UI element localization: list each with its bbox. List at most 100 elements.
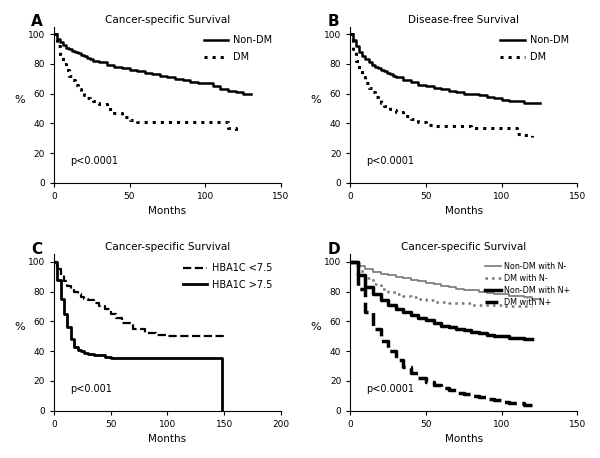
DM with N- (415, 296, 422, 302)
DM (217, 119, 224, 125)
Non-DM with N+ (521, 336, 528, 342)
DM (407, 116, 415, 122)
DM with N+ (407, 371, 415, 376)
DM with N+ (521, 402, 528, 407)
Text: B: B (328, 14, 339, 29)
HBA1C >7.5 (53, 277, 61, 283)
HBA1C <7.5 (101, 306, 109, 312)
Non-DM with N+ (347, 259, 354, 265)
DM with N- (521, 304, 528, 309)
DM with N+ (460, 392, 467, 397)
Non-DM (202, 81, 209, 86)
Text: p<0.0001: p<0.0001 (70, 156, 118, 166)
Non-DM (126, 67, 133, 73)
Non-DM with N- (514, 293, 521, 299)
HBA1C <7.5 (81, 296, 88, 302)
Legend: Non-DM, DM: Non-DM, DM (200, 32, 276, 66)
Non-DM (71, 49, 79, 55)
DM (460, 124, 467, 129)
DM (149, 119, 156, 125)
DM with N- (407, 294, 415, 300)
HBA1C <7.5 (90, 300, 97, 306)
DM (422, 122, 430, 128)
HBA1C >7.5 (50, 259, 58, 265)
Non-DM (232, 89, 239, 95)
DM with N+ (400, 365, 407, 370)
DM (80, 93, 88, 98)
Non-DM (62, 45, 70, 50)
Non-DM with N- (437, 283, 445, 289)
HBA1C <7.5 (61, 278, 68, 284)
Non-DM with N- (362, 267, 369, 272)
DM with N+ (529, 402, 536, 407)
HBA1C <7.5 (95, 304, 103, 309)
DM with N- (377, 286, 384, 291)
Non-DM (453, 89, 460, 95)
HBA1C >7.5 (64, 324, 71, 330)
DM (232, 128, 239, 134)
DM with N- (347, 259, 354, 265)
DM (224, 125, 232, 131)
Non-DM (141, 70, 148, 76)
Non-DM with N+ (407, 312, 415, 318)
Non-DM (383, 70, 390, 76)
Non-DM (445, 88, 452, 93)
Non-DM (365, 60, 372, 65)
Non-DM (74, 51, 82, 56)
Non-DM with N- (521, 294, 528, 300)
Non-DM (50, 32, 58, 37)
Line: DM with N-: DM with N- (350, 262, 532, 306)
DM (400, 113, 407, 119)
Non-DM with N- (400, 275, 407, 281)
Non-DM (209, 83, 217, 89)
Non-DM with N+ (506, 335, 513, 340)
HBA1C <7.5 (71, 289, 78, 294)
Y-axis label: %: % (310, 95, 321, 105)
Non-DM (460, 91, 467, 96)
Non-DM (362, 57, 369, 62)
Non-DM (491, 95, 498, 101)
DM with N- (422, 298, 430, 303)
DM (356, 67, 363, 73)
Non-DM (77, 52, 85, 58)
Text: C: C (31, 242, 42, 257)
Line: HBA1C <7.5: HBA1C <7.5 (54, 262, 224, 336)
HBA1C <7.5 (152, 332, 160, 338)
DM (371, 94, 378, 99)
DM with N+ (415, 375, 422, 381)
DM (353, 58, 360, 64)
DM with N- (475, 302, 482, 308)
DM (389, 107, 397, 113)
DM (172, 119, 179, 125)
DM (187, 119, 194, 125)
HBA1C <7.5 (67, 286, 74, 291)
DM with N+ (385, 348, 392, 354)
Non-DM (68, 48, 76, 53)
Line: Non-DM with N+: Non-DM with N+ (350, 262, 532, 339)
Text: A: A (31, 14, 43, 29)
DM (164, 119, 171, 125)
HBA1C >7.5 (218, 408, 226, 413)
DM (368, 89, 375, 95)
Line: Non-DM with N-: Non-DM with N- (350, 262, 539, 299)
Non-DM with N- (422, 280, 430, 285)
HBA1C >7.5 (57, 296, 64, 302)
Non-DM with N- (385, 273, 392, 278)
Non-DM with N- (370, 269, 377, 275)
Non-DM with N- (468, 287, 475, 293)
DM (529, 134, 536, 140)
Legend: Non-DM with N-, DM with N-, Non-DM with N+, DM with N+: Non-DM with N-, DM with N-, Non-DM with … (482, 258, 574, 311)
DM (194, 119, 201, 125)
Non-DM with N- (483, 290, 490, 296)
Non-DM with N+ (392, 306, 400, 312)
DM with N- (498, 304, 505, 309)
HBA1C <7.5 (198, 333, 205, 339)
DM (362, 81, 369, 86)
Non-DM with N+ (430, 320, 437, 326)
HBA1C >7.5 (152, 356, 160, 361)
HBA1C >7.5 (118, 356, 125, 361)
DM (126, 118, 133, 123)
Non-DM with N+ (437, 323, 445, 328)
Non-DM (247, 91, 254, 96)
HBA1C <7.5 (84, 298, 91, 303)
